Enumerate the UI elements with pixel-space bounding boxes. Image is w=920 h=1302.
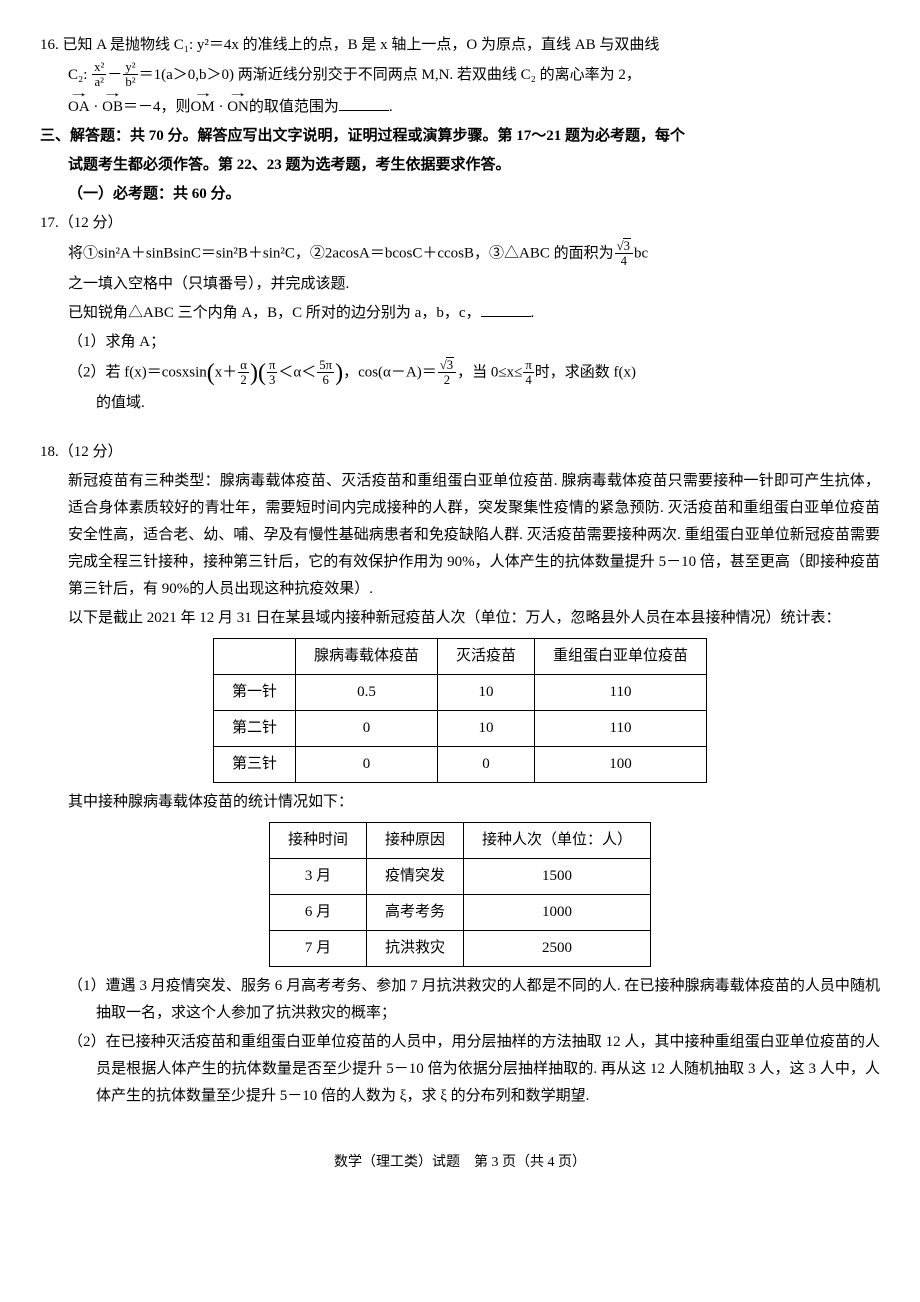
q18-p1: 新冠疫苗有三种类型：腺病毒载体疫苗、灭活疫苗和重组蛋白亚单位疫苗. 腺病毒载体疫…	[40, 468, 880, 603]
t1-r2-1: 0	[295, 711, 437, 747]
t1-r2-3: 110	[535, 711, 707, 747]
frac-a2: α2	[238, 358, 249, 387]
t1-h1: 腺病毒载体疫苗	[295, 639, 437, 675]
q16-l2b: ＝1(a＞0,b＞0) 两渐近线分别交于不同两点 M,N. 若双曲线 C₂ 的离…	[139, 67, 641, 83]
t2-r3-1: 抗洪救灾	[366, 931, 463, 967]
vec-oa: OA	[68, 92, 90, 121]
table-row: 6 月 高考考务 1000	[269, 895, 650, 931]
t1-r1-0: 第一针	[213, 675, 295, 711]
table-row: 腺病毒载体疫苗 灭活疫苗 重组蛋白亚单位疫苗	[213, 639, 706, 675]
frac-s34: 34	[615, 238, 633, 268]
q18-q1: （1）遭遇 3 月疫情突发、服务 6 月高考考务、参加 7 月抗洪救灾的人都是不…	[40, 973, 880, 1027]
t1-h3: 重组蛋白亚单位疫苗	[535, 639, 707, 675]
t2-h2: 接种人次（单位：人）	[464, 823, 651, 859]
lparen2-icon: (	[258, 360, 266, 386]
t1-r3-0: 第三针	[213, 747, 295, 783]
q17-line2: 之一填入空格中（只填番号），并完成该题.	[40, 271, 880, 298]
rparen-icon: )	[250, 360, 258, 386]
t2-r1-0: 3 月	[269, 859, 366, 895]
q18-head: 18.（12 分）	[40, 439, 880, 466]
lparen-icon: (	[207, 360, 215, 386]
q17-l1a: 将①sin²A＋sinBsinC＝sin²B＋sin²C，②2acosA＝bco…	[68, 245, 614, 261]
t1-h0	[213, 639, 295, 675]
q17-line1: 将①sin²A＋sinBsinC＝sin²B＋sin²C，②2acosA＝bco…	[40, 239, 880, 269]
t1-r2-2: 10	[438, 711, 535, 747]
q17-l5c: ＜α＜	[278, 365, 316, 381]
frac-s32: 32	[438, 357, 456, 387]
q18-p3: 其中接种腺病毒载体疫苗的统计情况如下：	[40, 789, 880, 816]
t2-r2-0: 6 月	[269, 895, 366, 931]
t2-r3-2: 2500	[464, 931, 651, 967]
q16-l3c: 的取值范围为	[249, 99, 339, 115]
table-row: 接种时间 接种原因 接种人次（单位：人）	[269, 823, 650, 859]
t1-r2-0: 第二针	[213, 711, 295, 747]
t1-r3-1: 0	[295, 747, 437, 783]
q17-l5e: ，当 0≤x≤	[457, 365, 522, 381]
page-footer: 数学（理工类）试题 第 3 页（共 4 页）	[40, 1150, 880, 1175]
rparen2-icon: )	[335, 360, 343, 386]
t2-r2-1: 高考考务	[366, 895, 463, 931]
table-row: 第二针 0 10 110	[213, 711, 706, 747]
q17-line4: （1）求角 A；	[40, 329, 880, 356]
q17-line5: （2）若 f(x)＝cosxsin(x＋α2)(π3＜α＜5π6)，cos(α－…	[40, 358, 880, 388]
t1-r3-2: 0	[438, 747, 535, 783]
t1-r1-1: 0.5	[295, 675, 437, 711]
t1-h2: 灭活疫苗	[438, 639, 535, 675]
q17-l3end: .	[531, 305, 535, 321]
vec-on: ON	[227, 92, 249, 121]
q17-l3: 已知锐角△ABC 三个内角 A，B，C 所对的边分别为 a，b，c，	[68, 305, 481, 321]
t1-r3-3: 100	[535, 747, 707, 783]
q17-l5b: x＋	[215, 365, 238, 381]
t1-r1-3: 110	[535, 675, 707, 711]
q17-l5f: 时，求函数 f(x)	[535, 365, 636, 381]
t2-h1: 接种原因	[366, 823, 463, 859]
table-row: 第三针 0 0 100	[213, 747, 706, 783]
table-adeno-detail: 接种时间 接种原因 接种人次（单位：人） 3 月 疫情突发 1500 6 月 高…	[269, 822, 651, 967]
table-row: 7 月 抗洪救灾 2500	[269, 931, 650, 967]
q17-line6: 的值域.	[40, 390, 880, 417]
section3-head-b: 试题考生都必须作答。第 22、23 题为选考题，考生依据要求作答。	[40, 152, 880, 179]
frac-pi3: π3	[267, 358, 277, 387]
q17-l5d: ，cos(α－A)＝	[343, 365, 437, 381]
section3-sub: （一）必考题：共 60 分。	[40, 181, 880, 208]
q18-q2: （2）在已接种灭活疫苗和重组蛋白亚单位疫苗的人员中，用分层抽样的方法抽取 12 …	[40, 1029, 880, 1110]
blank-answer	[339, 95, 389, 111]
q17-l1b: bc	[634, 245, 648, 261]
blank-cond	[481, 301, 531, 317]
q16-l3b: ＝－4，则	[123, 99, 191, 115]
vec-ob: OB	[102, 92, 123, 121]
section3-head-a: 三、解答题：共 70 分。解答应写出文字说明，证明过程或演算步骤。第 17～21…	[40, 123, 880, 150]
q16-l2a: C₂:	[68, 67, 91, 83]
t2-h0: 接种时间	[269, 823, 366, 859]
q16-l3d: .	[389, 99, 393, 115]
frac-5pi6: 5π6	[317, 358, 334, 387]
frac-pi4: π4	[523, 358, 533, 387]
t2-r1-2: 1500	[464, 859, 651, 895]
q17-line3: 已知锐角△ABC 三个内角 A，B，C 所对的边分别为 a，b，c，.	[40, 300, 880, 327]
table-vaccine-counts: 腺病毒载体疫苗 灭活疫苗 重组蛋白亚单位疫苗 第一针 0.5 10 110 第二…	[213, 638, 707, 783]
q18-p2: 以下是截止 2021 年 12 月 31 日在某县域内接种新冠疫苗人次（单位：万…	[40, 605, 880, 632]
t2-r3-0: 7 月	[269, 931, 366, 967]
t1-r1-2: 10	[438, 675, 535, 711]
q16-line1: 16. 已知 A 是抛物线 C₁: y²＝4x 的准线上的点，B 是 x 轴上一…	[40, 32, 880, 59]
table-row: 第一针 0.5 10 110	[213, 675, 706, 711]
q16-line2: C₂: x²a²－y²b²＝1(a＞0,b＞0) 两渐近线分别交于不同两点 M,…	[40, 61, 880, 90]
t2-r2-2: 1000	[464, 895, 651, 931]
vec-om: OM	[191, 92, 215, 121]
t2-r1-1: 疫情突发	[366, 859, 463, 895]
q17-head: 17.（12 分）	[40, 210, 880, 237]
q17-l5a: （2）若 f(x)＝cosxsin	[68, 365, 207, 381]
q16-line3: OA · OB＝－4，则OM · ON的取值范围为.	[40, 92, 880, 121]
table-row: 3 月 疫情突发 1500	[269, 859, 650, 895]
